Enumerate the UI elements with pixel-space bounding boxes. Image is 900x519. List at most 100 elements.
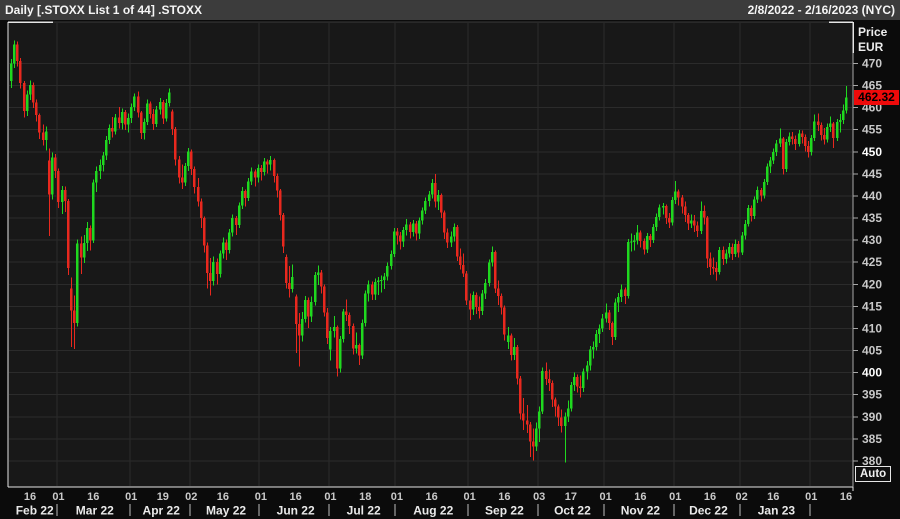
candle-wick (634, 234, 635, 251)
candle-body-down (181, 177, 184, 183)
candle-body-down (817, 121, 820, 125)
candle-body-down (516, 347, 519, 379)
candle-wick (112, 116, 113, 138)
candle-body-up (595, 334, 598, 348)
candle-body-down (203, 218, 206, 246)
candle-body-down (323, 286, 326, 313)
y-tick-label: 410 (862, 321, 882, 335)
y-tick-label: 425 (862, 255, 882, 269)
date-range: 2/8/2022 - 2/16/2023 (NYC) (747, 3, 895, 17)
x-day-label: 01 (125, 491, 137, 503)
candle-body-up (257, 168, 260, 178)
candle-wick (384, 272, 385, 290)
candle-wick (182, 164, 183, 189)
candle-body-up (839, 120, 842, 123)
candle-body-down (57, 170, 60, 203)
candle-body-down (681, 197, 684, 207)
candle-body-down (782, 138, 785, 170)
candle-body-down (285, 256, 288, 283)
x-month-label: Jan 23 (758, 504, 796, 518)
candle-body-up (772, 151, 775, 161)
candle-body-down (497, 288, 500, 296)
candle-body-down (152, 113, 155, 125)
candle-body-down (529, 424, 532, 442)
candle-body-up (734, 244, 737, 254)
candle-body-down (282, 214, 285, 247)
x-day-label: 16 (24, 491, 36, 503)
last-price-tag: 462.32 (854, 90, 899, 105)
candle-body-up (155, 109, 158, 125)
candle-body-up (431, 183, 434, 195)
candle-body-down (801, 133, 804, 137)
candle-body-down (409, 224, 412, 232)
candle-body-up (424, 200, 427, 211)
candle-body-up (390, 253, 393, 266)
candle-body-down (140, 112, 143, 133)
candle-body-down (42, 132, 45, 140)
candle-body-down (791, 136, 794, 140)
x-month-label: Jun 22 (277, 504, 315, 518)
candle-body-down (162, 101, 165, 119)
candle-body-up (377, 280, 380, 283)
candle-body-down (336, 327, 339, 369)
candle-body-down (178, 159, 181, 178)
candle-body-up (567, 408, 570, 417)
candle-wick (334, 316, 335, 338)
candle-body-down (197, 187, 200, 202)
candle-body-up (472, 294, 475, 310)
candle-body-up (627, 241, 630, 296)
candle-body-down (687, 214, 690, 224)
candle-body-down (532, 441, 535, 447)
x-day-label: 16 (426, 491, 438, 503)
candle-body-up (810, 138, 813, 152)
candle-body-up (453, 226, 456, 237)
candle-body-up (671, 199, 674, 223)
candle-body-down (459, 256, 462, 265)
candle-wick (245, 189, 246, 207)
y-tick-label: 430 (862, 233, 882, 247)
candle-body-up (99, 165, 102, 171)
candle-body-up (238, 205, 241, 226)
candle-wick (261, 165, 262, 181)
candle-body-up (589, 349, 592, 366)
candle-wick (299, 313, 300, 367)
candle-body-up (507, 335, 510, 343)
candle-body-up (250, 171, 253, 182)
auto-scale-button[interactable]: Auto (855, 466, 892, 482)
y-tick-label: 390 (862, 410, 882, 424)
candle-body-up (488, 262, 491, 283)
y-tick-label: 420 (862, 277, 882, 291)
candle-body-down (545, 370, 548, 379)
candle-body-down (820, 124, 823, 136)
candle-body-down (48, 160, 51, 195)
candle-body-up (247, 181, 250, 198)
candle-body-up (450, 236, 453, 243)
candle-body-up (421, 210, 424, 221)
candle-body-up (133, 96, 136, 108)
candle-body-down (399, 235, 402, 242)
candle-body-up (614, 302, 617, 337)
x-month-label: Aug 22 (413, 504, 453, 518)
candle-body-down (171, 111, 174, 129)
candle-body-down (38, 115, 41, 133)
candle-body-up (775, 143, 778, 152)
candle-body-down (118, 117, 121, 124)
candle-body-down (254, 171, 257, 178)
candle-body-up (291, 277, 294, 290)
candle-body-up (541, 370, 544, 412)
candle-body-down (712, 267, 715, 269)
candle-wick (267, 159, 268, 174)
candle-body-up (231, 218, 234, 233)
candle-body-up (662, 206, 665, 208)
candle-body-up (756, 190, 759, 200)
x-month-label: Jul 22 (347, 504, 381, 518)
candle-body-down (19, 60, 22, 83)
candle-body-down (244, 191, 247, 198)
candle-body-up (374, 282, 377, 295)
candle-body-up (212, 261, 215, 281)
candle-wick (802, 130, 803, 144)
candle-body-up (26, 94, 29, 111)
candle-body-down (415, 223, 418, 234)
candle-body-down (206, 245, 209, 273)
